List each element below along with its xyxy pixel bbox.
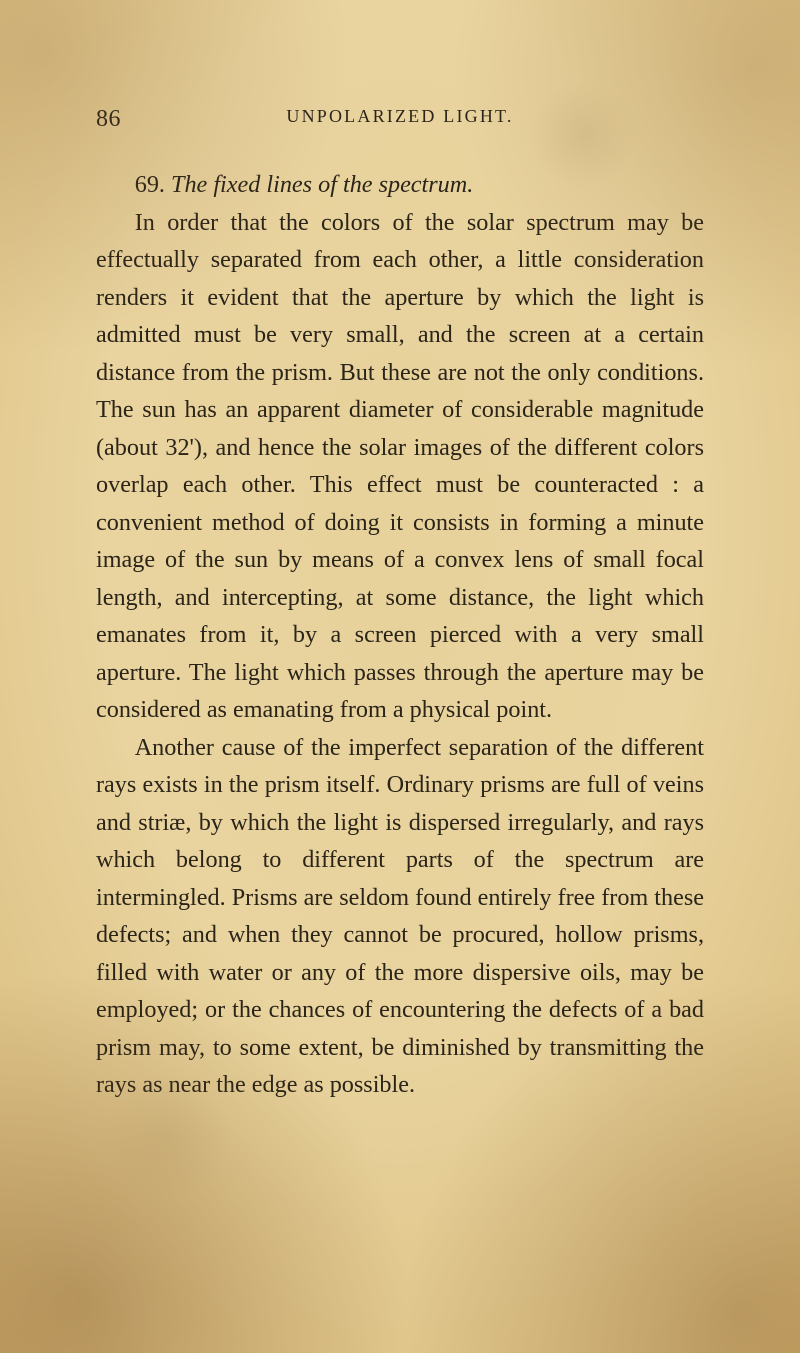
text-block: 86 UNPOLARIZED LIGHT. 69. The fixed line… bbox=[96, 106, 704, 1104]
section-title: The fixed lines of the spectrum. bbox=[171, 171, 473, 198]
running-title: UNPOLARIZED LIGHT. bbox=[286, 106, 513, 127]
paragraph-1: In order that the colors of the solar sp… bbox=[96, 204, 704, 729]
paragraph-2: Another cause of the imperfect separatio… bbox=[96, 729, 704, 1104]
section-number: 69. bbox=[135, 171, 165, 198]
scanned-page: 86 UNPOLARIZED LIGHT. 69. The fixed line… bbox=[0, 0, 800, 1353]
section-heading: 69. The fixed lines of the spectrum. bbox=[96, 166, 704, 204]
body-text: 69. The fixed lines of the spectrum. In … bbox=[96, 166, 704, 1104]
page-number: 86 bbox=[96, 106, 121, 133]
running-head: 86 UNPOLARIZED LIGHT. bbox=[96, 106, 704, 140]
